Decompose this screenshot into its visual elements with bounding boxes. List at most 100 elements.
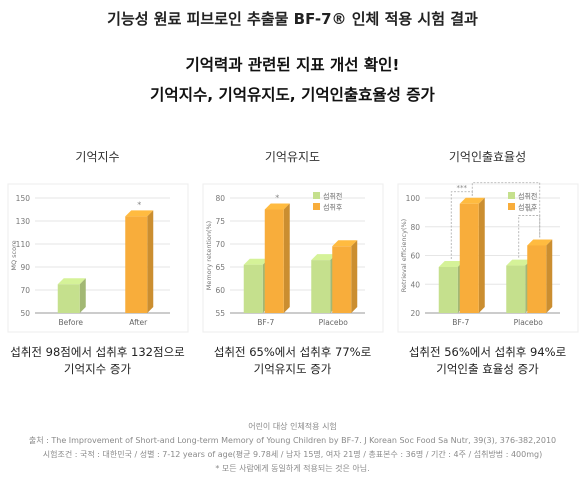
bar-before-front (438, 267, 458, 313)
chart-title: 기억인출효율성 (448, 150, 527, 164)
caption-line-1: 섭취전 98점에서 섭취후 132점으로 (10, 345, 185, 359)
significance-label: * (504, 180, 508, 183)
bar-before-front (311, 260, 331, 313)
bar-after-side (147, 210, 154, 313)
chart-title: 기억유지도 (264, 150, 321, 164)
bar-before-front (243, 264, 263, 313)
bar-after-top (125, 210, 154, 217)
y-tick-label: 70 (215, 240, 225, 249)
footer-disclaimer: * 모든 사람에게 동일하게 적용되는 것은 아님. (215, 464, 370, 473)
bar-after-front (125, 216, 148, 313)
y-tick-label: 50 (20, 309, 30, 318)
page-title: 기능성 원료 피브로인 추출물 BF-7® 인체 적용 시험 결과 (107, 10, 478, 28)
significance-label: * (137, 200, 141, 209)
footer-source: 출처 : The Improvement of Short-and Long-t… (28, 436, 557, 445)
y-tick-label: 40 (410, 280, 420, 289)
significance-bracket (450, 191, 473, 259)
bar-after-front (527, 245, 547, 313)
x-tick-label: Placebo (514, 318, 544, 327)
significance-label: *** (457, 184, 468, 192)
bar-before-front (57, 284, 80, 313)
chart-caption: 섭취전 56%에서 섭취후 94%로 기억인출 효율성 증가 (390, 344, 585, 378)
bar-after-front (459, 203, 479, 313)
caption-line-1: 섭취전 56%에서 섭취후 94%로 (408, 345, 567, 359)
legend-swatch (313, 203, 320, 210)
bar-after-top (332, 240, 358, 247)
y-tick-label: 150 (16, 194, 31, 203)
footer-conditions: 시험조건 : 국적 : 대한민국 / 성별 : 7-12 years of ag… (42, 450, 543, 459)
y-tick-label: 80 (215, 194, 225, 203)
plot-frame (397, 183, 579, 333)
caption-line-2: 기억인출 효율성 증가 (436, 362, 539, 376)
headline-secondary: 기억지수, 기억유지도, 기억인출효율성 증가 (150, 86, 435, 104)
y-tick-label: 60 (215, 286, 225, 295)
bar-after (459, 197, 485, 313)
plot-frame (7, 183, 189, 333)
bar-before-top (57, 278, 86, 285)
headline-primary: 기억력과 관련된 지표 개선 확인! (185, 56, 400, 74)
chart-retrieval: 20 40 60 80 100 Retrieval efficiency(%) BF-7 Pl… (397, 180, 579, 333)
bar-before-top (243, 258, 269, 265)
bar-after-side (546, 239, 553, 313)
bar-after (125, 210, 154, 313)
caption-line-2: 기억지수 증가 (63, 362, 132, 376)
plot-frame (202, 183, 384, 333)
bar-after-side (351, 240, 358, 313)
legend-label: 섭취전 (518, 192, 537, 201)
y-tick-label: 60 (410, 252, 420, 261)
y-axis-label: Memory retention(%) (205, 221, 213, 290)
footer-notes: 어린이 대상 인체적용 시험 출처 : The Improvement of S… (0, 420, 585, 476)
bar-before-top (438, 261, 464, 267)
bar-after-front (332, 246, 352, 313)
chart-panel-retrieval: 기억인출효율성 20 40 60 80 100 Retrieval efficiency(… (390, 140, 585, 390)
x-tick-label: Before (58, 318, 83, 327)
x-tick-label: BF-7 (257, 318, 274, 327)
chart-panel-retention: 기억유지도 55 60 65 70 75 80 Memory retention(%) BF-… (195, 140, 390, 390)
bar-before-side (79, 278, 86, 313)
significance-bracket (518, 215, 541, 258)
bar-before-top (311, 254, 337, 261)
bar-before-top (506, 259, 532, 266)
chart-panel-mq: 기억지수 50 70 90 110 130 150 MQ score Before After *… (0, 140, 195, 390)
bar-after-top (459, 197, 485, 204)
footer-study: 어린이 대상 인체적용 시험 (248, 422, 337, 431)
legend-label: 섭취전 (323, 192, 342, 201)
chart-retention: 55 60 65 70 75 80 Memory retention(%) BF-7 Place… (202, 183, 384, 333)
bar-after-top (527, 239, 553, 246)
bar-after-front (264, 209, 284, 313)
bar-after (527, 239, 553, 313)
x-tick-label: BF-7 (452, 318, 469, 327)
y-tick-label: 70 (20, 286, 30, 295)
caption-line-1: 섭취전 65%에서 섭취후 77%로 (213, 345, 372, 359)
chart-mq: 50 70 90 110 130 150 MQ score Before After * (7, 183, 189, 333)
significance-label: * (275, 194, 279, 203)
bar-before-front (506, 265, 526, 313)
legend-swatch (313, 192, 320, 199)
y-tick-label: 20 (410, 309, 420, 318)
y-tick-label: 55 (215, 309, 225, 318)
bar-after (332, 240, 358, 313)
x-tick-label: After (129, 318, 148, 327)
legend-swatch (508, 203, 515, 210)
y-tick-label: 80 (410, 223, 420, 232)
y-axis-label: Retrieval efficiency(%) (400, 219, 408, 292)
y-tick-label: 75 (215, 217, 225, 226)
y-tick-label: 100 (406, 194, 421, 203)
chart-caption: 섭취전 98점에서 섭취후 132점으로 기억지수 증가 (0, 344, 195, 378)
legend-label: 섭취후 (323, 203, 343, 212)
y-tick-label: 65 (215, 263, 225, 272)
legend-swatch (508, 192, 515, 199)
significance-bracket (471, 182, 541, 238)
y-tick-label: 130 (16, 217, 31, 226)
bar-after-side (283, 203, 290, 313)
bar-before (57, 278, 86, 313)
chart-caption: 섭취전 65%에서 섭취후 77%로 기억유지도 증가 (195, 344, 390, 378)
x-tick-label: Placebo (319, 318, 349, 327)
chart-title: 기억지수 (75, 150, 120, 164)
bar-after (264, 203, 290, 313)
bar-after-top (264, 203, 290, 210)
legend-label: 섭취후 (518, 203, 538, 212)
